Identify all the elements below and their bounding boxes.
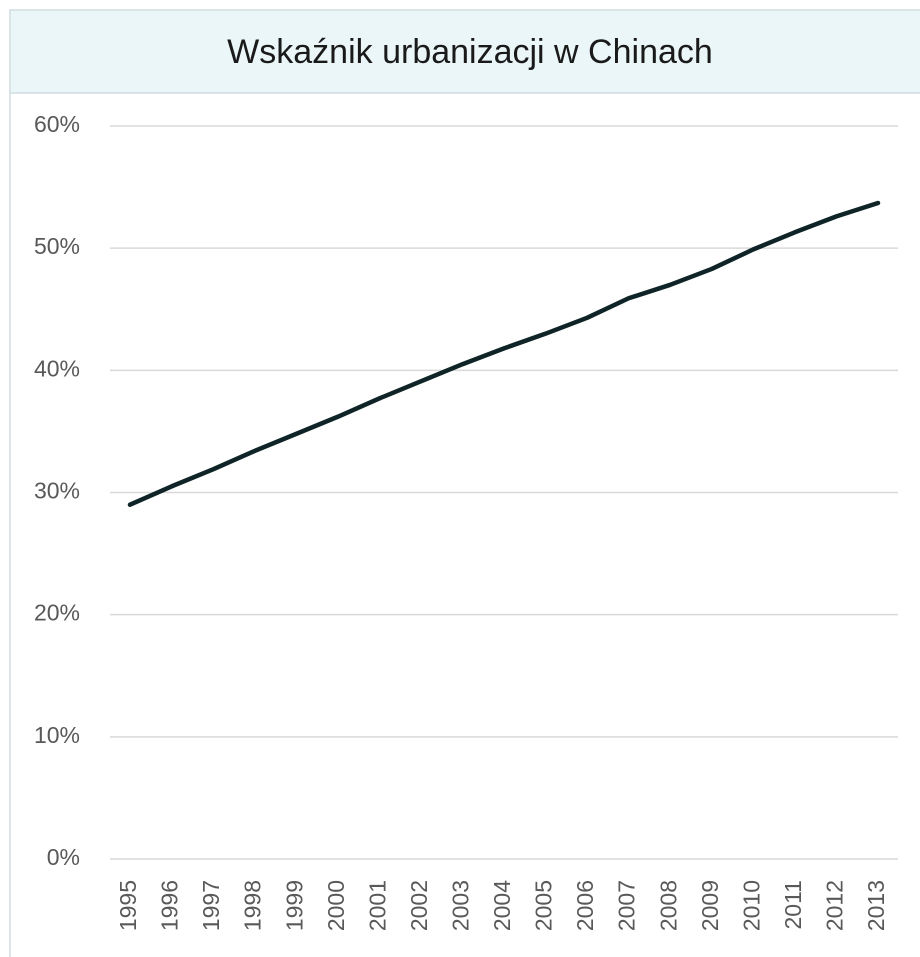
x-tick-label: 2005 — [531, 880, 557, 931]
x-tick-label: 2004 — [489, 880, 515, 931]
chart-title: Wskaźnik urbanizacji w Chinach — [227, 33, 713, 71]
y-tick-label: 50% — [34, 233, 80, 259]
x-tick-label: 2002 — [406, 880, 432, 931]
x-tick-label: 2013 — [863, 880, 889, 931]
x-tick-label: 1996 — [157, 880, 183, 931]
y-tick-label: 30% — [34, 478, 80, 504]
x-tick-label: 2008 — [655, 880, 681, 931]
y-tick-label: 40% — [34, 355, 80, 381]
x-tick-label: 2006 — [572, 880, 598, 931]
x-tick-label: 2003 — [448, 880, 474, 931]
x-tick-label: 2012 — [822, 880, 848, 931]
x-tick-label: 2001 — [364, 880, 390, 931]
x-tick-label: 1995 — [115, 880, 141, 931]
x-tick-label: 2007 — [614, 880, 640, 931]
x-tick-label: 1999 — [281, 880, 307, 931]
y-tick-label: 0% — [47, 844, 80, 870]
y-tick-label: 60% — [34, 111, 80, 137]
title-band — [9, 9, 920, 94]
x-tick-label: 1997 — [198, 880, 224, 931]
x-tick-label: 2011 — [780, 880, 806, 929]
x-tick-label: 2010 — [738, 880, 764, 931]
line-series — [127, 200, 881, 507]
x-tick-label: 2009 — [697, 880, 723, 931]
y-tick-label: 10% — [34, 722, 80, 748]
y-tick-label: 20% — [34, 600, 80, 626]
x-tick-label: 1998 — [240, 880, 266, 931]
x-tick-label: 2000 — [323, 880, 349, 931]
